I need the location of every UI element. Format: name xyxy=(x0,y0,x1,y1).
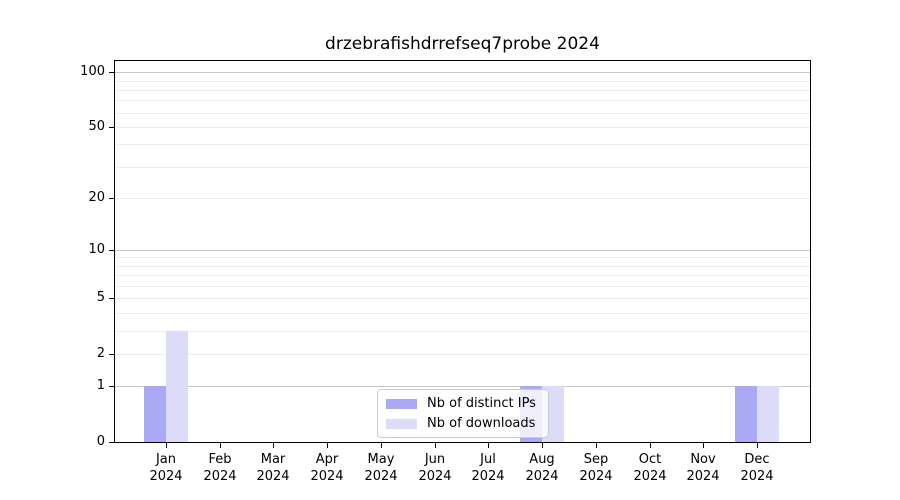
x-tick-year: 2024 xyxy=(203,469,237,484)
x-tick-label-jun: Jun 2024 xyxy=(403,451,467,485)
x-tick-mark-oct xyxy=(650,443,651,448)
x-tick-label-nov: Nov 2024 xyxy=(671,451,735,485)
y-tick-label-10: 10 xyxy=(88,242,105,257)
x-tick-mark-apr xyxy=(327,443,328,448)
x-tick-year: 2024 xyxy=(579,469,613,484)
x-tick-year: 2024 xyxy=(418,469,452,484)
x-tick-month: Jun xyxy=(424,452,446,467)
x-tick-month: May xyxy=(367,452,395,467)
y-tick-mark-100 xyxy=(109,72,114,73)
x-tick-month: Feb xyxy=(208,452,232,467)
x-tick-mark-may xyxy=(381,443,382,448)
x-tick-mark-sep xyxy=(596,443,597,448)
y-tick-mark-10 xyxy=(109,250,114,251)
x-tick-year: 2024 xyxy=(740,469,774,484)
gridline-minor-70 xyxy=(115,100,810,102)
gridline-minor-60 xyxy=(115,112,810,114)
x-tick-mark-jan xyxy=(166,443,167,448)
legend-swatch-downloads xyxy=(386,418,417,429)
gridline-minor-30 xyxy=(115,166,810,168)
legend-label-distinct-ips: Nb of distinct IPs xyxy=(427,396,536,411)
y-tick-mark-0 xyxy=(109,442,114,443)
x-tick-month: Sep xyxy=(583,452,609,467)
gridline-minor-7 xyxy=(115,275,810,277)
x-tick-year: 2024 xyxy=(310,469,344,484)
gridline-minor-50 xyxy=(115,126,810,128)
x-tick-label-oct: Oct 2024 xyxy=(618,451,682,485)
x-tick-label-dec: Dec 2024 xyxy=(725,451,789,485)
y-tick-label-5: 5 xyxy=(96,290,105,305)
bar-downloads-jan xyxy=(166,330,188,442)
x-tick-month: Jul xyxy=(480,452,496,467)
x-tick-month: Aug xyxy=(529,452,555,467)
x-tick-month: Mar xyxy=(260,452,286,467)
gridline-minor-4 xyxy=(115,313,810,314)
legend-entry-distinct-ips: Nb of distinct IPs xyxy=(386,396,540,411)
x-tick-year: 2024 xyxy=(633,469,667,484)
gridline-minor-80 xyxy=(115,89,810,91)
y-tick-mark-1 xyxy=(109,386,114,387)
legend-label-downloads: Nb of downloads xyxy=(427,416,536,431)
y-tick-label-100: 100 xyxy=(80,64,105,79)
y-tick-mark-50 xyxy=(109,127,114,128)
y-tick-mark-5 xyxy=(109,298,114,299)
y-tick-mark-20 xyxy=(109,198,114,199)
gridline-minor-6 xyxy=(115,286,810,287)
gridline-minor-3 xyxy=(115,330,810,332)
x-tick-label-apr: Apr 2024 xyxy=(295,451,359,485)
gridline-minor-40 xyxy=(115,144,810,146)
plot-area xyxy=(114,60,811,443)
bar-distinct-ips-jan xyxy=(144,386,166,442)
y-tick-label-2: 2 xyxy=(96,346,105,361)
y-tick-mark-2 xyxy=(109,354,114,355)
gridline-major-1 xyxy=(115,386,810,388)
gridline-minor-90 xyxy=(115,80,810,82)
bar-distinct-ips-dec xyxy=(735,386,757,442)
x-tick-mark-mar xyxy=(273,443,274,448)
x-tick-label-jul: Jul 2024 xyxy=(456,451,520,485)
x-tick-mark-jun xyxy=(435,443,436,448)
x-tick-label-jan: Jan 2024 xyxy=(134,451,198,485)
x-tick-label-feb: Feb 2024 xyxy=(188,451,252,485)
legend-swatch-distinct-ips xyxy=(386,398,417,409)
x-tick-mark-dec xyxy=(757,443,758,448)
gridline-minor-20 xyxy=(115,198,810,199)
x-tick-label-aug: Aug 2024 xyxy=(510,451,574,485)
x-tick-year: 2024 xyxy=(256,469,290,484)
x-tick-year: 2024 xyxy=(364,469,398,484)
x-tick-year: 2024 xyxy=(149,469,183,484)
legend: Nb of distinct IPs Nb of downloads xyxy=(377,389,549,438)
gridline-minor-8 xyxy=(115,265,810,267)
y-tick-label-1: 1 xyxy=(96,378,105,393)
x-tick-month: Apr xyxy=(315,452,339,467)
x-tick-label-mar: Mar 2024 xyxy=(241,451,305,485)
x-tick-year: 2024 xyxy=(471,469,505,484)
x-tick-mark-aug xyxy=(542,443,543,448)
x-tick-mark-jul xyxy=(488,443,489,448)
x-tick-label-may: May 2024 xyxy=(349,451,413,485)
y-tick-label-0: 0 xyxy=(96,434,105,449)
legend-entry-downloads: Nb of downloads xyxy=(386,416,540,431)
y-tick-label-20: 20 xyxy=(88,190,105,205)
x-tick-mark-nov xyxy=(703,443,704,448)
gridline-minor-2 xyxy=(115,353,810,355)
x-tick-month: Dec xyxy=(744,452,770,467)
y-tick-label-50: 50 xyxy=(88,119,105,134)
chart-title: drzebrafishdrrefseq7probe 2024 xyxy=(325,34,600,54)
x-tick-month: Nov xyxy=(690,452,716,467)
x-tick-mark-feb xyxy=(220,443,221,448)
gridline-major-100 xyxy=(115,72,810,74)
x-tick-month: Oct xyxy=(638,452,662,467)
x-tick-year: 2024 xyxy=(686,469,720,484)
x-tick-year: 2024 xyxy=(525,469,559,484)
gridline-major-10 xyxy=(115,249,810,251)
gridline-minor-5 xyxy=(115,298,810,300)
x-tick-month: Jan xyxy=(155,452,177,467)
gridline-minor-9 xyxy=(115,257,810,259)
bar-downloads-dec xyxy=(757,386,779,442)
x-tick-label-sep: Sep 2024 xyxy=(564,451,628,485)
